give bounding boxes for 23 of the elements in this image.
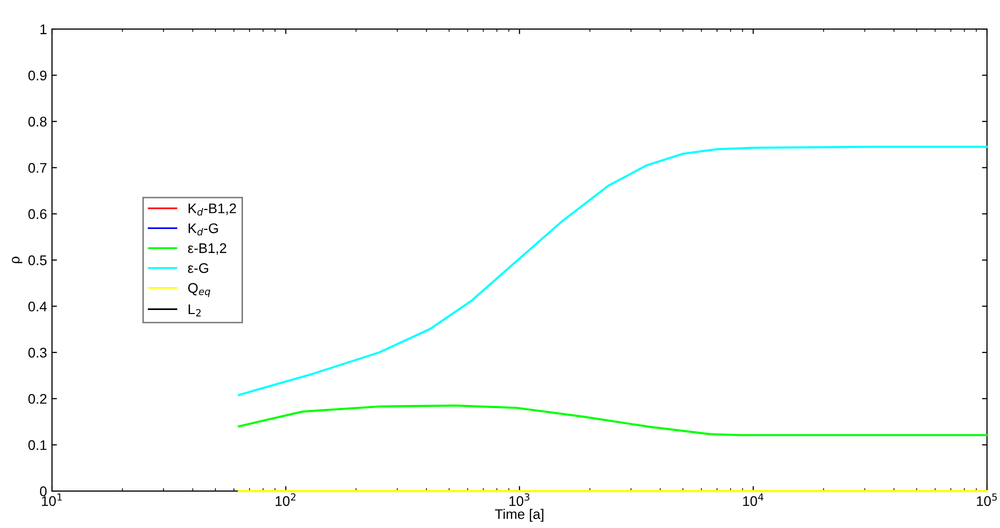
y-tick-label: 0.4 [28,302,47,312]
legend-label: L$_{2}$ [188,304,201,316]
y-tick-label: 0.2 [28,394,46,404]
x-tick-label: 10$^{5}$ [976,493,997,506]
y-tick-label: 0 [40,486,47,496]
y-tick-label: 0.5 [28,255,47,266]
x-tick-label: 10$^{2}$ [276,493,296,506]
y-tick-label: 0.6 [28,209,47,220]
legend-label: K$_{d}$-G [188,223,218,236]
legend-label: ε-G [188,263,208,273]
y-tick-label: 0.9 [28,70,46,80]
y-tick-label: 0.8 [28,116,47,127]
legend-label: ε-B1,2 [188,243,226,255]
y-axis-title: ρ [12,256,22,264]
x-axis-title: Time [a] [494,508,544,522]
x-tick-label: 10$^{4}$ [743,493,764,506]
y-tick-label: 0.3 [28,348,47,358]
legend-label: K$_{d}$-B1,2 [188,203,236,216]
legend-label: Q$_{eq}$ [188,283,210,298]
y-tick-label: 0.1 [28,440,46,450]
y-tick-label: 1 [40,24,46,34]
x-tick-label: 10$^{3}$ [509,493,530,506]
y-tick-label: 0.7 [28,162,46,173]
